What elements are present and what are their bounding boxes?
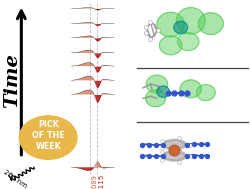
Text: Time: Time (3, 53, 21, 108)
Ellipse shape (196, 85, 214, 101)
Ellipse shape (156, 86, 169, 97)
Ellipse shape (145, 90, 165, 107)
Ellipse shape (198, 13, 222, 35)
Ellipse shape (162, 151, 186, 161)
Ellipse shape (176, 8, 204, 34)
Ellipse shape (173, 21, 187, 34)
Text: 266 nm: 266 nm (3, 168, 28, 189)
Text: PICK
OF THE
WEEK: PICK OF THE WEEK (32, 120, 64, 151)
Text: 2089: 2089 (91, 174, 97, 189)
Ellipse shape (177, 33, 198, 50)
Circle shape (19, 116, 77, 159)
Ellipse shape (180, 80, 201, 98)
Text: 2115: 2115 (98, 174, 104, 189)
Ellipse shape (156, 12, 184, 37)
Ellipse shape (162, 139, 186, 150)
Ellipse shape (146, 75, 167, 93)
Ellipse shape (159, 36, 181, 55)
